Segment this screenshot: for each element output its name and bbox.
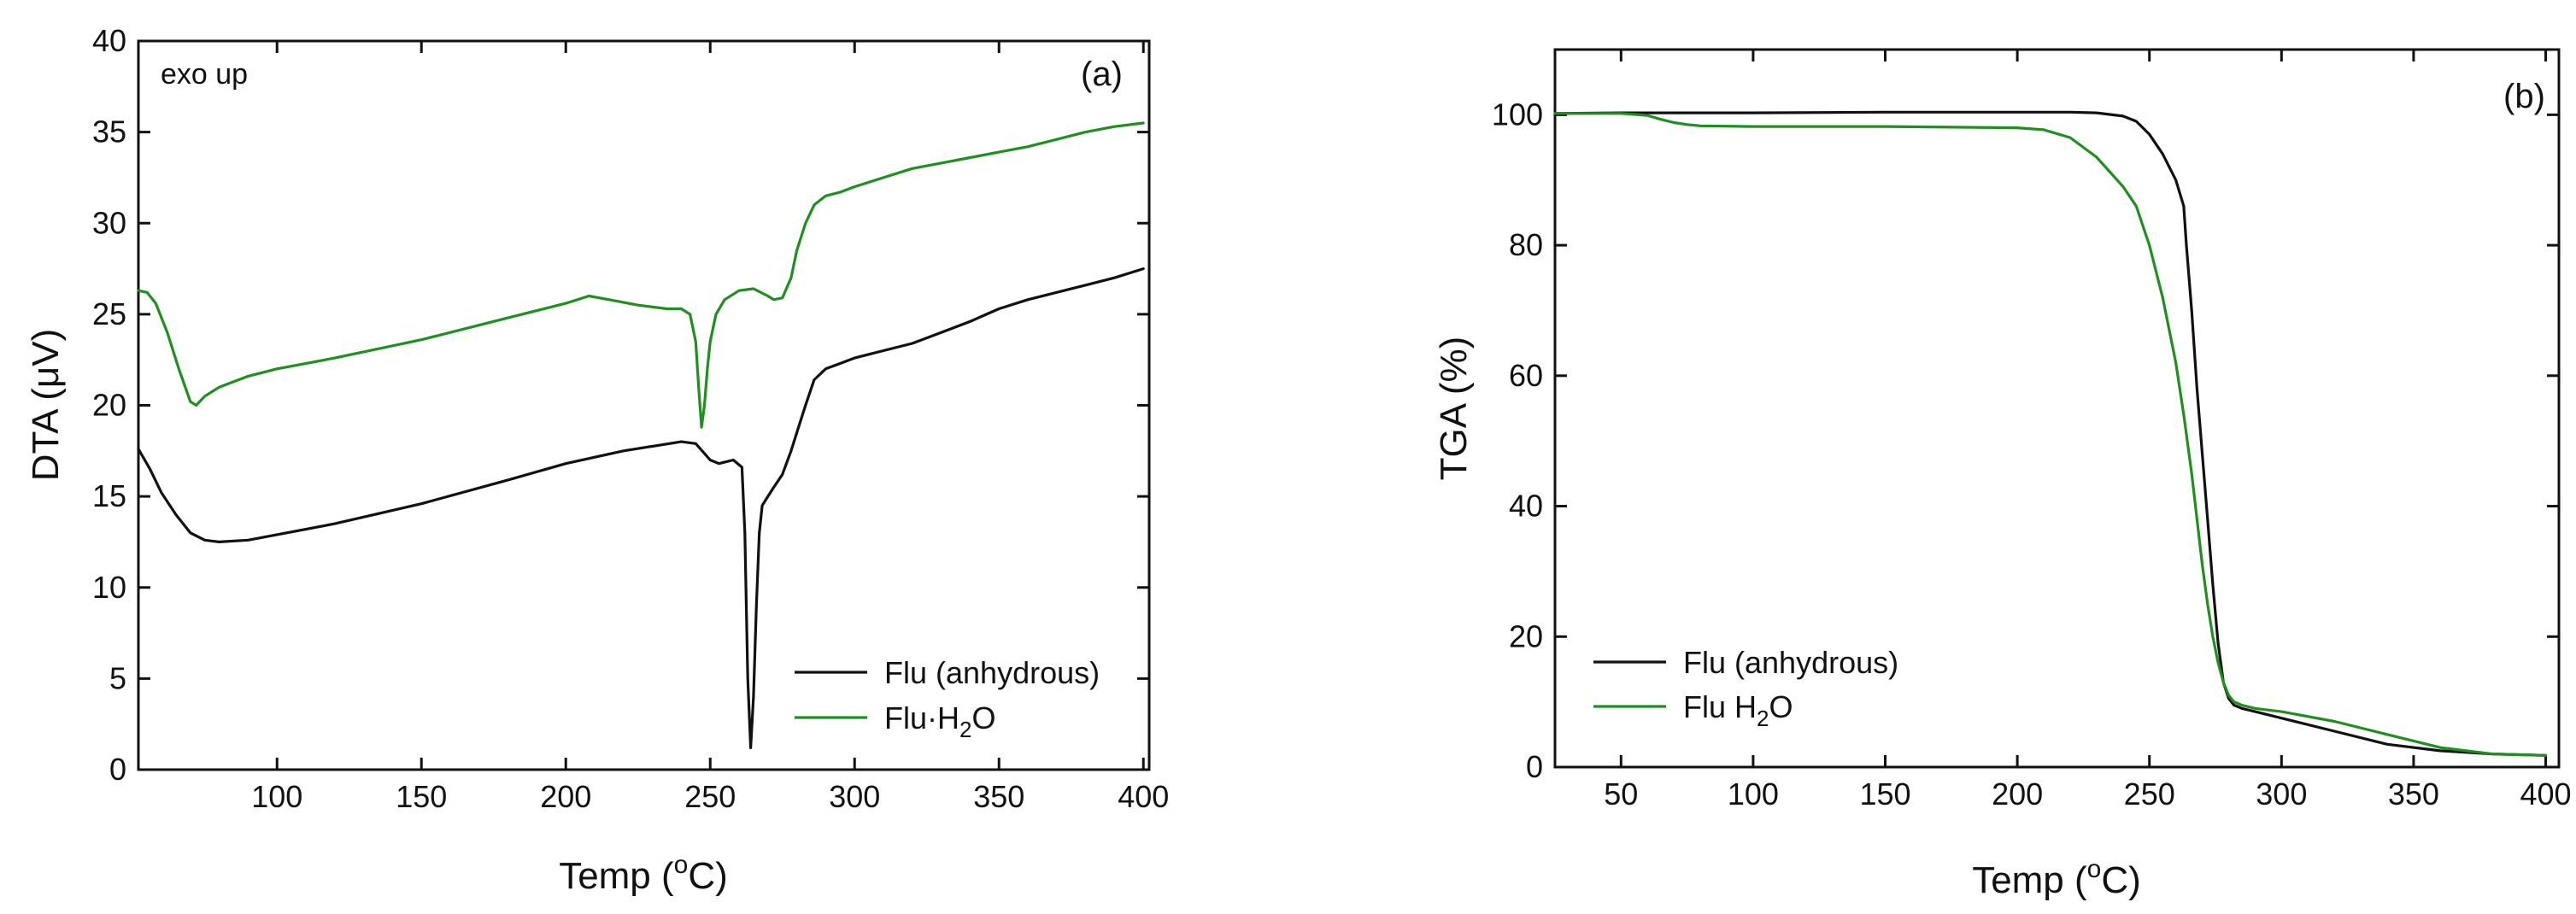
dta-x-tick-label: 100 [251, 779, 302, 814]
tga-x-tick-label: 50 [1604, 776, 1638, 811]
tga-x-tick-label: 150 [1859, 776, 1910, 811]
tga-legend: Flu (anhydrous) Flu H2O [1593, 645, 1898, 731]
dta-x-tick-label: 250 [684, 779, 736, 814]
dta-x-tick-label: 300 [829, 779, 880, 814]
tga-legend-label-anhydrous: Flu (anhydrous) [1683, 645, 1898, 680]
tga-series-line-anhydrous [1553, 110, 2548, 757]
tga-x-axis-title: Temp (oC) [1972, 855, 2141, 901]
tga-y-tick-label: 100 [1492, 97, 1543, 132]
exo-up-annotation: exo up [161, 58, 248, 91]
tga-legend-label-hydrate: Flu H2O [1683, 689, 1793, 731]
dta-series-line-anhydrous [137, 267, 1145, 750]
dta-x-axis-title: Temp (oC) [559, 851, 728, 897]
tga-y-axis-title: TGA (%) [1433, 337, 1475, 481]
tga-series-group [1553, 110, 2548, 757]
dta-y-tick-label: 0 [109, 752, 126, 787]
dta-y-axis-title: DTA (μV) [25, 329, 67, 482]
dta-legend-label-anhydrous: Flu (anhydrous) [884, 655, 1100, 690]
tga-plot-frame [1553, 48, 2561, 769]
dta-x-tick-label: 150 [396, 779, 447, 814]
panel-b-label: (b) [2503, 78, 2545, 115]
tga-series-line-hydrate [1553, 112, 2548, 757]
dta-y-tick-label: 35 [92, 114, 126, 149]
tga-y-tick-label: 40 [1509, 489, 1543, 524]
tga-x-tick-label: 200 [1992, 776, 2043, 811]
tga-x-tick-label: 350 [2388, 776, 2439, 811]
dta-y-tick-label: 40 [92, 23, 126, 58]
dta-series-group [137, 121, 1145, 750]
dta-y-tick-label: 5 [109, 660, 126, 695]
dta-y-tick-label: 10 [92, 570, 126, 605]
dta-panel: 100 150 200 250 300 350 400 0 5 10 15 20 25 30 35 40 ex… [25, 23, 1169, 897]
tga-y-tick-label: 0 [1526, 749, 1543, 784]
tga-x-tick-label: 400 [2520, 776, 2572, 811]
dta-y-tick-label: 30 [92, 205, 126, 240]
tga-x-tick-label: 300 [2256, 776, 2307, 811]
dta-y-tick-label: 20 [92, 388, 126, 423]
dta-legend: Flu (anhydrous) Flu·H2O [795, 655, 1100, 742]
tga-y-tick-label: 60 [1509, 358, 1543, 393]
tga-x-tick-label: 100 [1728, 776, 1779, 811]
tga-y-tick-label: 80 [1509, 227, 1543, 262]
dta-x-tick-label: 200 [540, 779, 591, 814]
tga-y-tick-label: 20 [1509, 618, 1543, 653]
dta-x-tick-label: 350 [973, 779, 1024, 814]
panel-a-label: (a) [1081, 56, 1123, 93]
dta-axis-ticks: 100 150 200 250 300 350 400 0 5 10 15 20 25 30 35 40 [92, 23, 1169, 814]
dta-y-tick-label: 15 [92, 478, 126, 513]
tga-axis-ticks: 50 100 150 200 250 300 350 400 0 20 40 60 80 100 [1492, 50, 2572, 811]
dta-legend-label-hydrate: Flu·H2O [884, 700, 995, 742]
dta-y-tick-label: 25 [92, 296, 126, 331]
dta-x-tick-label: 400 [1118, 779, 1169, 814]
tga-x-tick-label: 250 [2124, 776, 2175, 811]
dta-series-line-hydrate [137, 121, 1145, 429]
